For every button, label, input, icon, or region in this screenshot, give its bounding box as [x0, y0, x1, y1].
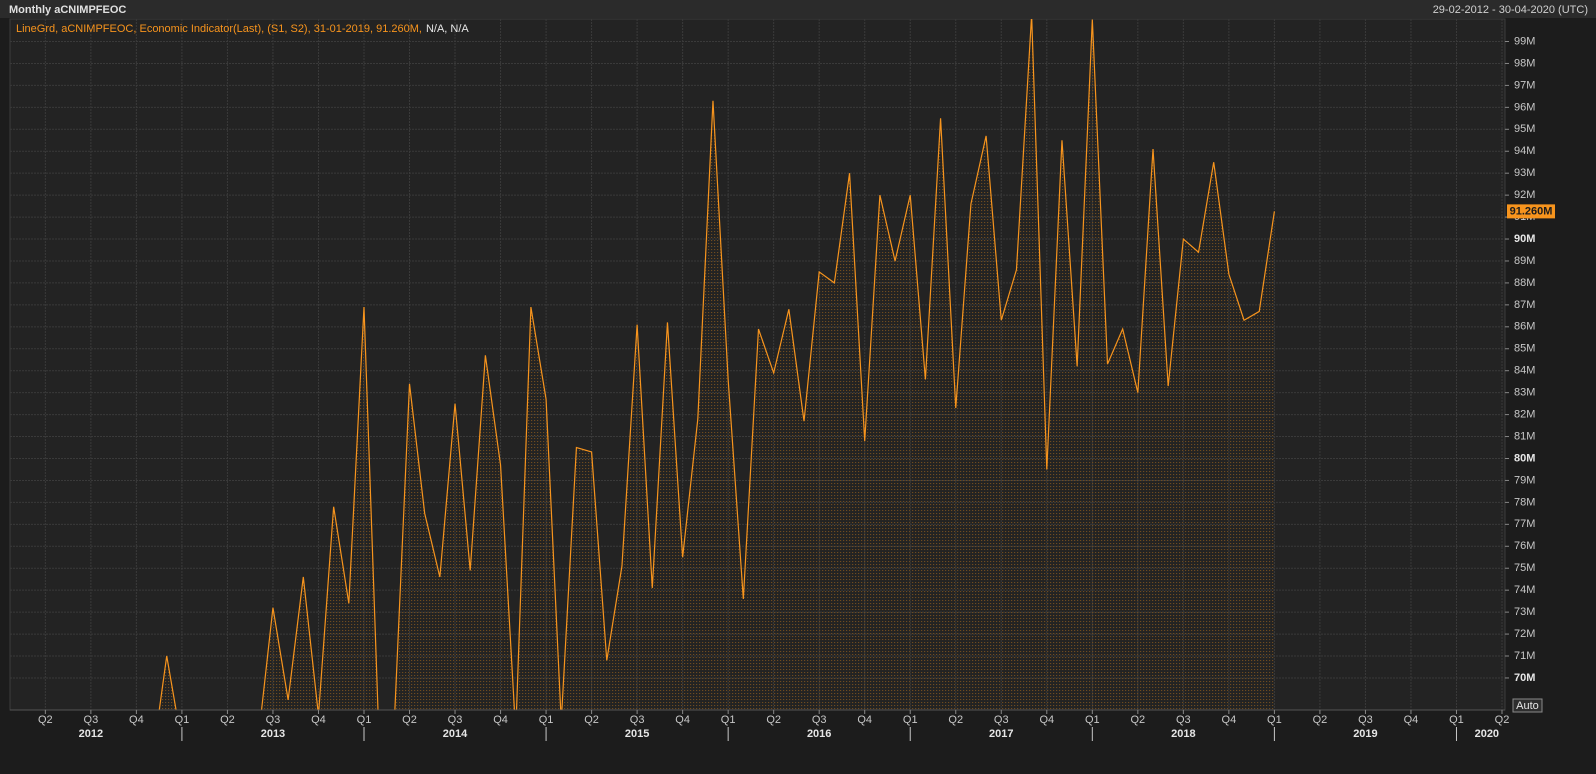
year-label: 2018: [1171, 728, 1195, 740]
x-tick-label: Q4: [1039, 714, 1054, 726]
x-tick-label: Q1: [175, 714, 190, 726]
y-tick-label: 93M: [1514, 167, 1535, 179]
x-tick-label: Q4: [1222, 714, 1237, 726]
y-tick-label: 94M: [1514, 145, 1535, 157]
x-tick-label: Q2: [1495, 714, 1510, 726]
y-tick-label: 79M: [1514, 474, 1535, 486]
header-bar: [0, 0, 1596, 18]
chart-title: Monthly aCNIMPFEOC: [9, 4, 126, 16]
year-label: 2016: [807, 728, 831, 740]
year-label: 2017: [989, 728, 1013, 740]
y-tick-label: 72M: [1514, 628, 1535, 640]
x-tick-label: Q1: [1267, 714, 1282, 726]
x-tick-label: Q2: [38, 714, 53, 726]
series-area: [151, 19, 1275, 710]
y-tick-label: 97M: [1514, 79, 1535, 91]
year-label: 2014: [443, 728, 468, 740]
legend-entry: LineGrd, aCNIMPFEOC, Economic Indicator(…: [16, 23, 422, 35]
y-tick-label: 88M: [1514, 277, 1535, 289]
x-tick-label: Q3: [1358, 714, 1373, 726]
year-label: 2012: [79, 728, 103, 740]
year-label: 2015: [625, 728, 649, 740]
y-tick-label: 75M: [1514, 562, 1535, 574]
x-tick-label: Q1: [1085, 714, 1100, 726]
y-tick-label: 82M: [1514, 409, 1535, 421]
x-tick-label: Q4: [311, 714, 326, 726]
year-label: 2013: [261, 728, 285, 740]
auto-button[interactable]: [1512, 698, 1543, 713]
x-tick-label: Q3: [266, 714, 281, 726]
y-tick-label: 78M: [1514, 496, 1535, 508]
y-tick-label: 87M: [1514, 299, 1535, 311]
y-tick-label: 85M: [1514, 343, 1535, 355]
last-value-label: 91.260M: [1510, 205, 1553, 217]
y-tick-label: 74M: [1514, 584, 1535, 596]
y-tick-label: 73M: [1514, 606, 1535, 618]
date-range: 29-02-2012 - 30-04-2020 (UTC): [1433, 4, 1588, 16]
x-tick-label: Q4: [675, 714, 690, 726]
x-tick-label: Q1: [539, 714, 554, 726]
y-tick-label: 90M: [1514, 233, 1535, 245]
x-tick-label: Q1: [721, 714, 736, 726]
x-tick-label: Q4: [857, 714, 872, 726]
y-tick-label: 83M: [1514, 387, 1535, 399]
x-tick-label: Q3: [812, 714, 827, 726]
x-tick-label: Q2: [1313, 714, 1328, 726]
line: [158, 19, 1275, 710]
y-tick-label: 95M: [1514, 123, 1535, 135]
x-tick-label: Q3: [84, 714, 99, 726]
auto-button-label[interactable]: Auto: [1516, 700, 1539, 712]
y-tick-label: 70M: [1514, 672, 1535, 684]
x-tick-label: Q3: [630, 714, 645, 726]
x-tick-label: Q3: [1176, 714, 1191, 726]
y-tick-label: 71M: [1514, 650, 1535, 662]
y-tick-label: 92M: [1514, 189, 1535, 201]
y-tick-label: 89M: [1514, 255, 1535, 267]
legend-extra: N/A, N/A: [426, 23, 469, 35]
y-tick-label: 77M: [1514, 518, 1535, 530]
x-tick-label: Q2: [766, 714, 781, 726]
year-label: 2020: [1475, 728, 1499, 740]
x-tick-label: Q2: [402, 714, 417, 726]
x-tick-label: Q4: [493, 714, 508, 726]
x-tick-label: Q1: [357, 714, 372, 726]
x-tick-label: Q3: [994, 714, 1009, 726]
axes: 70M 71M 72M 73M 74M 75M 76M 77M 78M 79M 80M 81M 82M 8…: [10, 35, 1555, 741]
y-tick-label: 96M: [1514, 101, 1535, 113]
y-tick-label: 86M: [1514, 321, 1535, 333]
year-label: 2019: [1353, 728, 1377, 740]
x-tick-label: Q1: [1449, 714, 1464, 726]
last-value-tag: [1507, 204, 1555, 219]
x-tick-label: Q4: [129, 714, 144, 726]
x-tick-label: Q2: [1130, 714, 1145, 726]
legend: LineGrd, aCNIMPFEOC, Economic Indicator(…: [16, 23, 469, 35]
x-tick-label: Q3: [448, 714, 463, 726]
y-tick-label: 99M: [1514, 35, 1535, 47]
y-tick-label: 84M: [1514, 365, 1535, 377]
x-tick-label: Q4: [1404, 714, 1419, 726]
x-tick-label: Q2: [584, 714, 599, 726]
area: [151, 19, 1275, 710]
y-tick-label: 80M: [1514, 452, 1535, 464]
y-tick-label: 76M: [1514, 540, 1535, 552]
y-tick-label: 81M: [1514, 430, 1535, 442]
y-tick-label: 98M: [1514, 57, 1535, 69]
x-tick-label: Q2: [948, 714, 963, 726]
x-tick-label: Q2: [220, 714, 235, 726]
x-tick-label: Q1: [903, 714, 918, 726]
